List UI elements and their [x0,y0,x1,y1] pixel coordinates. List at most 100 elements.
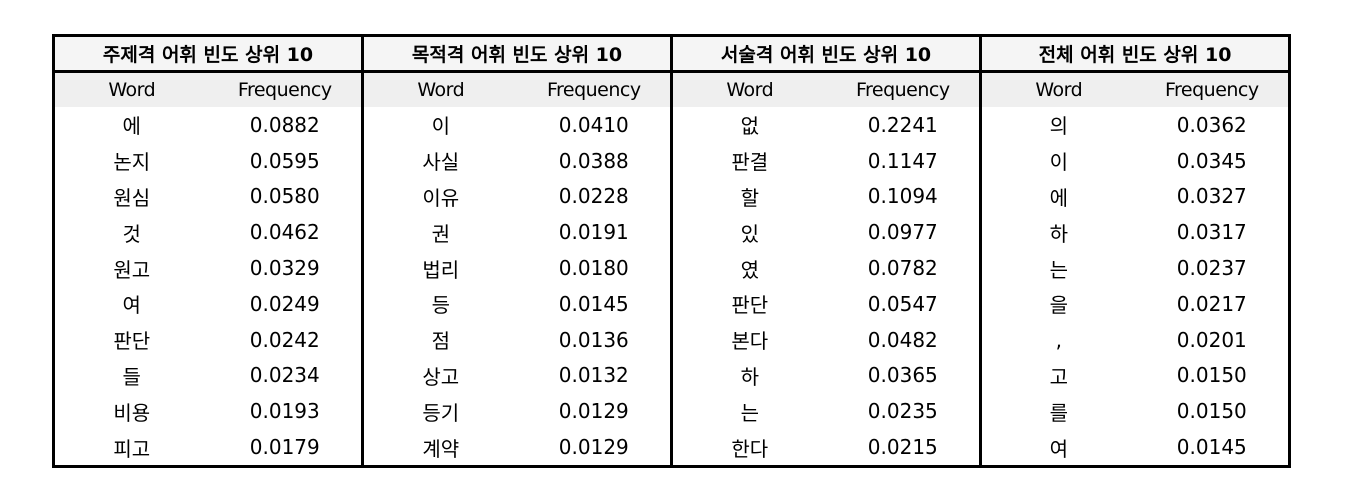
table-row: 들 0.0234 상고 0.0132 하 0.0365 고 0.0150 [54,357,1290,394]
frequency-cell: 0.0882 [249,112,320,137]
frequency-cell: 0.0388 [558,148,629,173]
frequency-cell: 0.0150 [1176,363,1247,388]
frequency-cell: 0.1147 [867,148,938,173]
frequency-cell: 0.0977 [867,220,938,245]
word-cell: 는 [670,393,827,430]
table-row: 것 0.0462 권 0.0191 있 0.0977 하 0.0317 [54,214,1290,251]
group-title-subject-case: 주제격 어휘 빈도 상위 10 [53,35,363,73]
column-header-word: Word [979,71,1136,107]
frequency-cell: 0.0201 [1176,327,1247,352]
word-cell: 한다 [670,429,827,467]
frequency-cell: 0.0547 [867,291,938,316]
group-header-row: 주제격 어휘 빈도 상위 10 목적격 어휘 빈도 상위 10 서술격 어휘 빈도 … [53,35,1290,73]
frequency-cell: 0.0317 [1176,220,1247,245]
word-cell: 들 [122,364,141,389]
frequency-cell: 0.0410 [558,112,629,137]
frequency-cell: 0.0136 [558,327,629,352]
column-header-frequency: Frequency [208,71,363,107]
column-header-frequency: Frequency [517,71,672,107]
column-header-row: Word Frequency Word Frequency Word Frequency W… [53,71,1290,107]
frequency-cell: 0.0462 [249,220,320,245]
table-row: 피고 0.0179 계약 0.0129 한다 0.0215 여 0.0145 [54,429,1290,467]
frequency-cell: 0.0215 [867,435,938,460]
word-cell: 였 [670,250,827,286]
table-row: 판단 0.0242 점 0.0136 본다 0.0482, 0.0201 [54,321,1290,358]
word-cell: 판단 [113,329,151,354]
word-cell: 를 [979,393,1136,430]
word-cell: 원고 [113,257,151,282]
word-cell: 하 [670,357,827,394]
frequency-cell: 0.2241 [867,112,938,137]
column-header-word: Word [361,71,518,107]
frequency-cell: 0.1094 [867,184,938,209]
frequency-cell: 0.0365 [867,363,938,388]
frequency-cell: 0.0132 [558,363,629,388]
word-cell: 점 [361,321,518,358]
frequency-cell: 0.0228 [558,184,629,209]
word-cell: 권 [361,214,518,251]
frequency-cell: 0.0180 [558,256,629,281]
word-cell: 이 [361,107,518,143]
frequency-cell: 0.0249 [249,291,320,316]
word-cell: 등기 [361,393,518,430]
column-header-word: Word [670,71,827,107]
frequency-cell: 0.0782 [867,256,938,281]
frequency-cell: 0.0150 [1176,399,1247,424]
word-cell: 고 [979,357,1136,394]
word-cell: 논지 [113,150,151,175]
word-cell: 상고 [361,357,518,394]
frequency-cell: 0.0237 [1176,256,1247,281]
word-cell: 있 [670,214,827,251]
frequency-cell: 0.0235 [867,399,938,424]
group-title-predicate-case: 서술격 어휘 빈도 상위 10 [670,35,981,73]
table-row: 에 0.0882 이 0.0410 없 0.2241 의 0.0362 [54,107,1290,143]
word-cell: 이유 [361,178,518,215]
frequency-cell: 0.0580 [249,184,320,209]
column-header-frequency: Frequency [1135,71,1290,107]
word-cell: 판결 [670,142,827,179]
word-cell: 하 [979,214,1136,251]
table-row: 원심 0.0580 이유 0.0228 할 0.1094 에 0.0327 [54,178,1290,215]
word-cell: 의 [979,107,1136,143]
frequency-table: 주제격 어휘 빈도 상위 10 목적격 어휘 빈도 상위 10 서술격 어휘 빈도 … [52,34,1292,468]
frequency-cell: 0.0129 [558,435,629,460]
table-row: 논지 0.0595 사실 0.0388 판결 0.1147 이 0.0345 [54,142,1290,179]
frequency-cell: 0.0329 [249,256,320,281]
word-cell: 여 [122,293,141,318]
word-cell: 피고 [113,436,151,461]
frequency-cell: 0.0145 [1176,435,1247,460]
word-cell: 법리 [361,250,518,286]
word-cell: 비용 [113,400,151,425]
word-cell: , [979,321,1136,358]
table-body: 에 0.0882 이 0.0410 없 0.2241 의 0.0362 논지 0.0595 사실 0.… [54,107,1290,467]
word-cell: 본다 [670,321,827,358]
word-cell: 등 [361,285,518,322]
word-cell: 판단 [670,285,827,322]
word-cell: 것 [122,221,141,246]
word-cell: 사실 [361,142,518,179]
word-cell: 에 [122,114,141,139]
frequency-cell: 0.0193 [249,399,320,424]
frequency-cell: 0.0191 [558,220,629,245]
frequency-cell: 0.0482 [867,327,938,352]
word-cell: 는 [979,250,1136,286]
word-cell: 에 [979,178,1136,215]
word-cell: 없 [670,107,827,143]
column-header-word: Word [53,71,209,107]
table-row: 여 0.0249 등 0.0145 판단 0.0547 을 0.0217 [54,285,1290,322]
frequency-cell: 0.0362 [1176,112,1247,137]
group-title-object-case: 목적격 어휘 빈도 상위 10 [361,35,672,73]
table-row: 원고 0.0329 법리 0.0180 였 0.0782 는 0.0237 [54,250,1290,286]
frequency-cell: 0.0145 [558,291,629,316]
frequency-cell: 0.0234 [249,363,320,388]
table-row: 비용 0.0193 등기 0.0129 는 0.0235 를 0.0150 [54,393,1290,430]
column-header-frequency: Frequency [826,71,981,107]
word-cell: 여 [979,429,1136,467]
word-cell: 할 [670,178,827,215]
frequency-cell: 0.0242 [249,327,320,352]
frequency-cell: 0.0595 [249,148,320,173]
frequency-cell: 0.0345 [1176,148,1247,173]
word-cell: 원심 [113,185,151,210]
frequency-cell: 0.0129 [558,399,629,424]
word-cell: 이 [979,142,1136,179]
